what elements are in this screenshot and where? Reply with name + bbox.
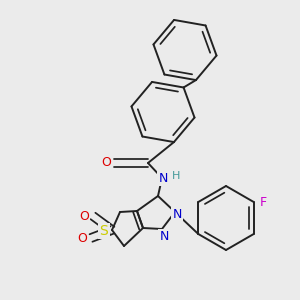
Text: O: O bbox=[79, 209, 89, 223]
Text: N: N bbox=[159, 230, 169, 244]
Text: N: N bbox=[158, 172, 168, 184]
Text: O: O bbox=[101, 157, 111, 169]
Text: F: F bbox=[260, 196, 267, 208]
Text: S: S bbox=[100, 224, 108, 238]
Text: N: N bbox=[172, 208, 182, 220]
Text: H: H bbox=[172, 171, 180, 181]
Text: O: O bbox=[77, 232, 87, 244]
